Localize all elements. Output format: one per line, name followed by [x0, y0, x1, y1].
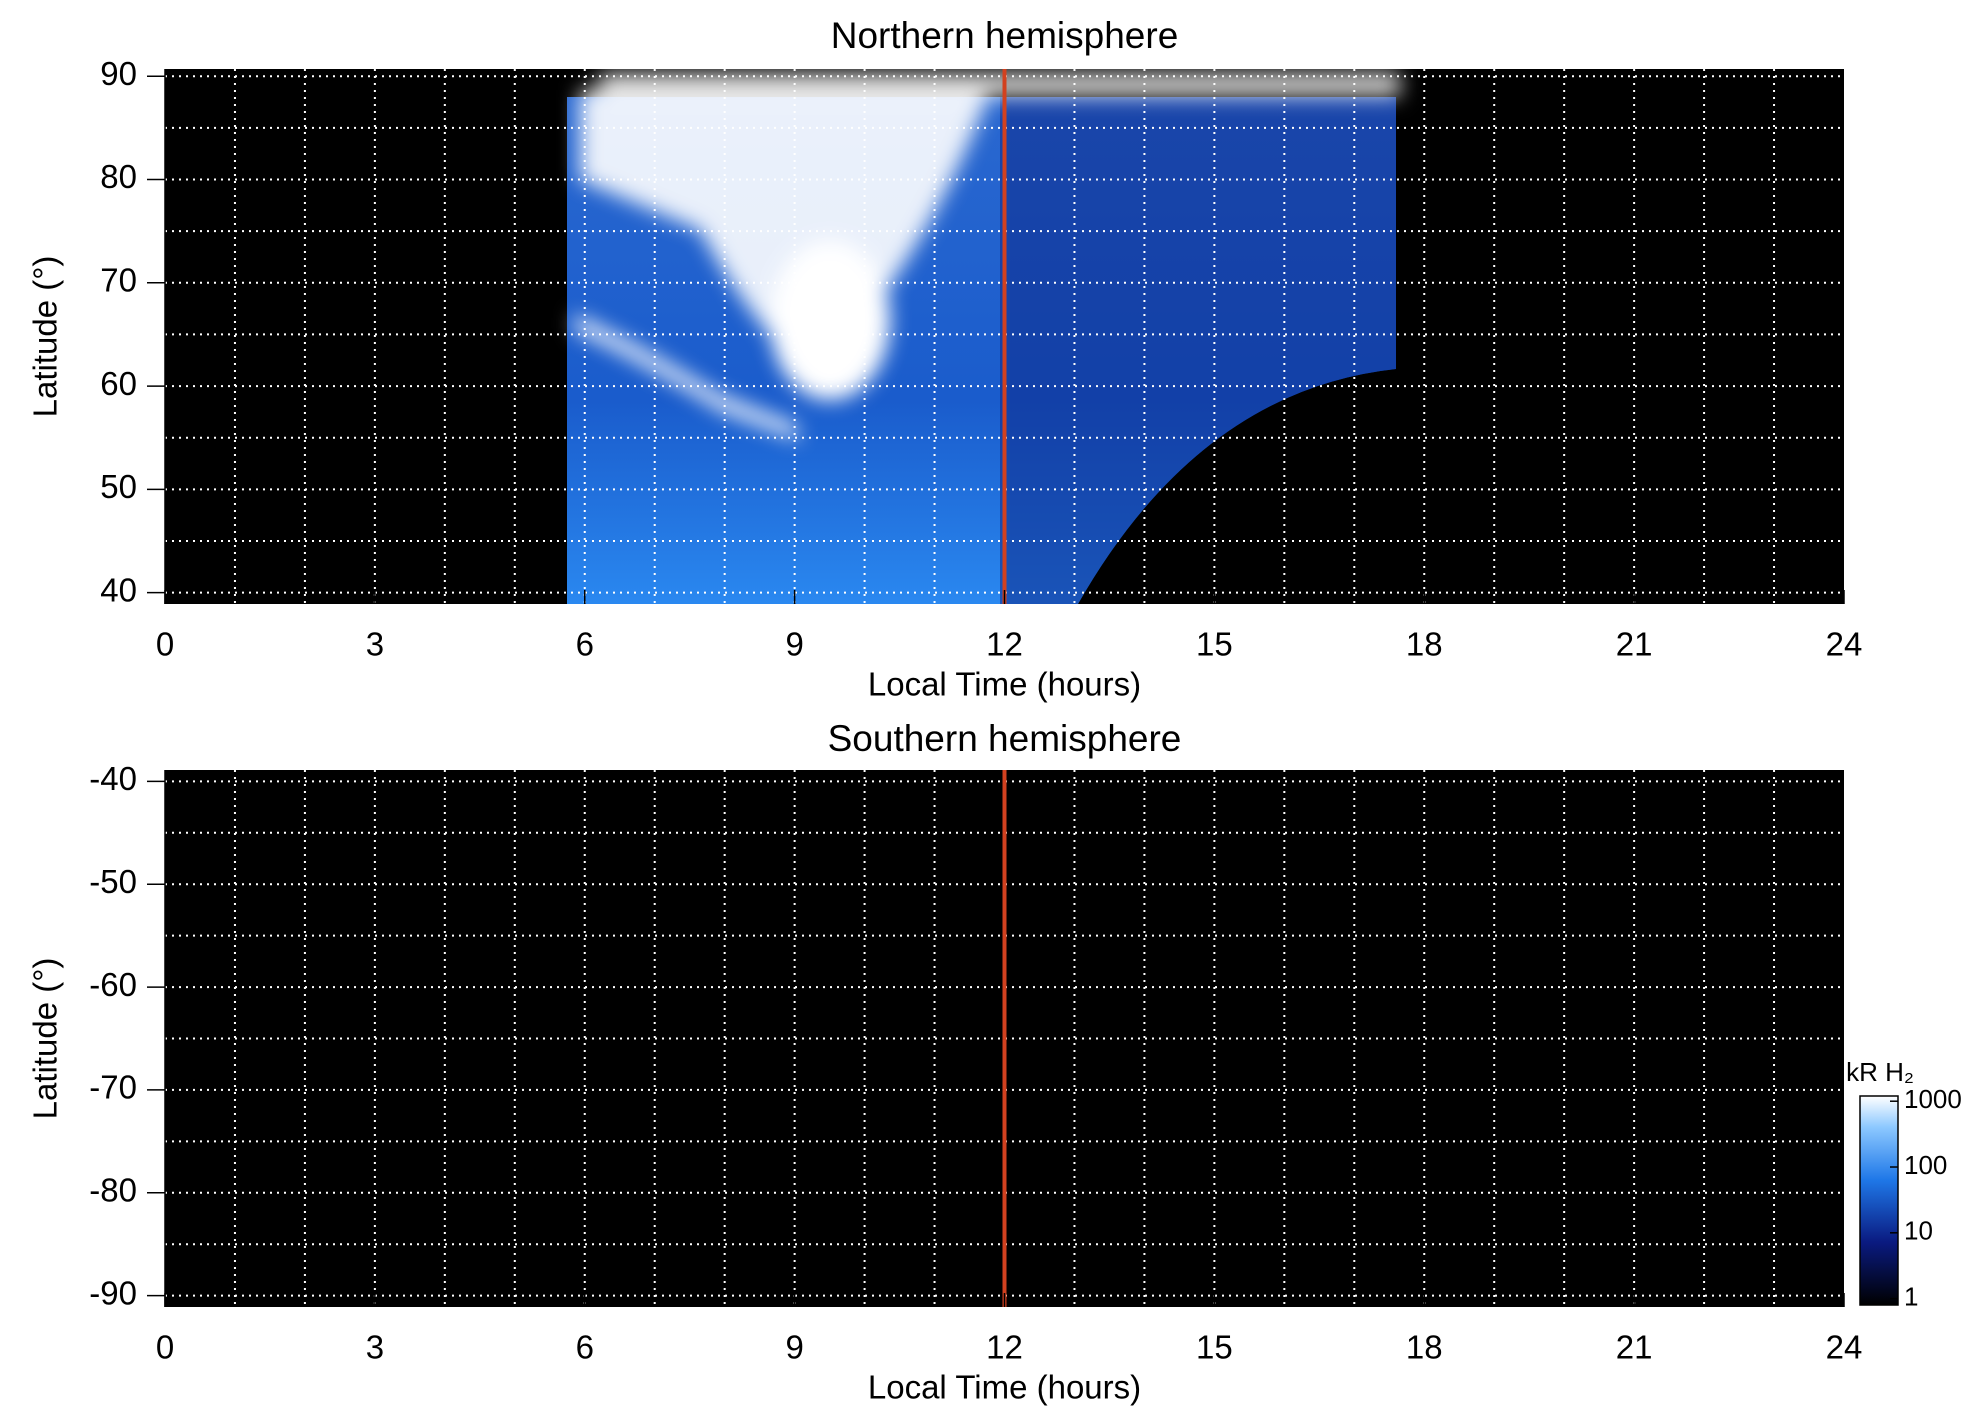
y-tick-label: 80	[100, 158, 137, 195]
heatmap-image	[567, 72, 1400, 604]
y-tick-label: -50	[89, 863, 137, 900]
y-tick-label: 40	[100, 571, 137, 608]
colorbar-tick-label: 1	[1904, 1281, 1918, 1311]
x-tick-label: 9	[785, 626, 803, 663]
y-tick-label: 70	[100, 262, 137, 299]
x-tick-label: 0	[156, 626, 174, 663]
y-tick-label: 90	[100, 55, 137, 92]
colorbar-label: kR H₂	[1846, 1057, 1914, 1087]
x-tick-label: 18	[1406, 626, 1443, 663]
colorbar-tick-label: 100	[1904, 1150, 1947, 1180]
x-tick-label: 21	[1616, 626, 1653, 663]
x-tick-label: 3	[366, 1329, 384, 1366]
y-axis-label: Latitude (°)	[27, 256, 64, 418]
chart-title: Southern hemisphere	[828, 718, 1182, 759]
x-tick-label: 12	[986, 626, 1023, 663]
y-tick-label: -60	[89, 966, 137, 1003]
y-tick-label: 50	[100, 468, 137, 505]
x-tick-label: 6	[576, 626, 594, 663]
y-tick-label: -70	[89, 1069, 137, 1106]
x-tick-label: 24	[1826, 1329, 1863, 1366]
x-tick-label: 21	[1616, 1329, 1653, 1366]
x-tick-label: 3	[366, 626, 384, 663]
x-tick-label: 15	[1196, 626, 1233, 663]
y-tick-label: -40	[89, 760, 137, 797]
x-tick-label: 6	[576, 1329, 594, 1366]
x-axis-label: Local Time (hours)	[868, 666, 1141, 703]
x-tick-label: 18	[1406, 1329, 1443, 1366]
x-tick-label: 0	[156, 1329, 174, 1366]
colorbar-tick-label: 1000	[1904, 1084, 1962, 1114]
y-tick-label: -80	[89, 1172, 137, 1209]
x-tick-label: 12	[986, 1329, 1023, 1366]
colorbar	[1859, 1095, 1899, 1306]
x-tick-label: 15	[1196, 1329, 1233, 1366]
x-tick-label: 24	[1826, 626, 1863, 663]
x-axis-label: Local Time (hours)	[868, 1369, 1141, 1406]
y-axis-label: Latitude (°)	[27, 958, 64, 1120]
x-tick-label: 9	[785, 1329, 803, 1366]
y-tick-label: 60	[100, 365, 137, 402]
y-tick-label: -90	[89, 1274, 137, 1311]
colorbar-tick-label: 10	[1904, 1216, 1933, 1246]
chart-title: Northern hemisphere	[831, 15, 1179, 56]
